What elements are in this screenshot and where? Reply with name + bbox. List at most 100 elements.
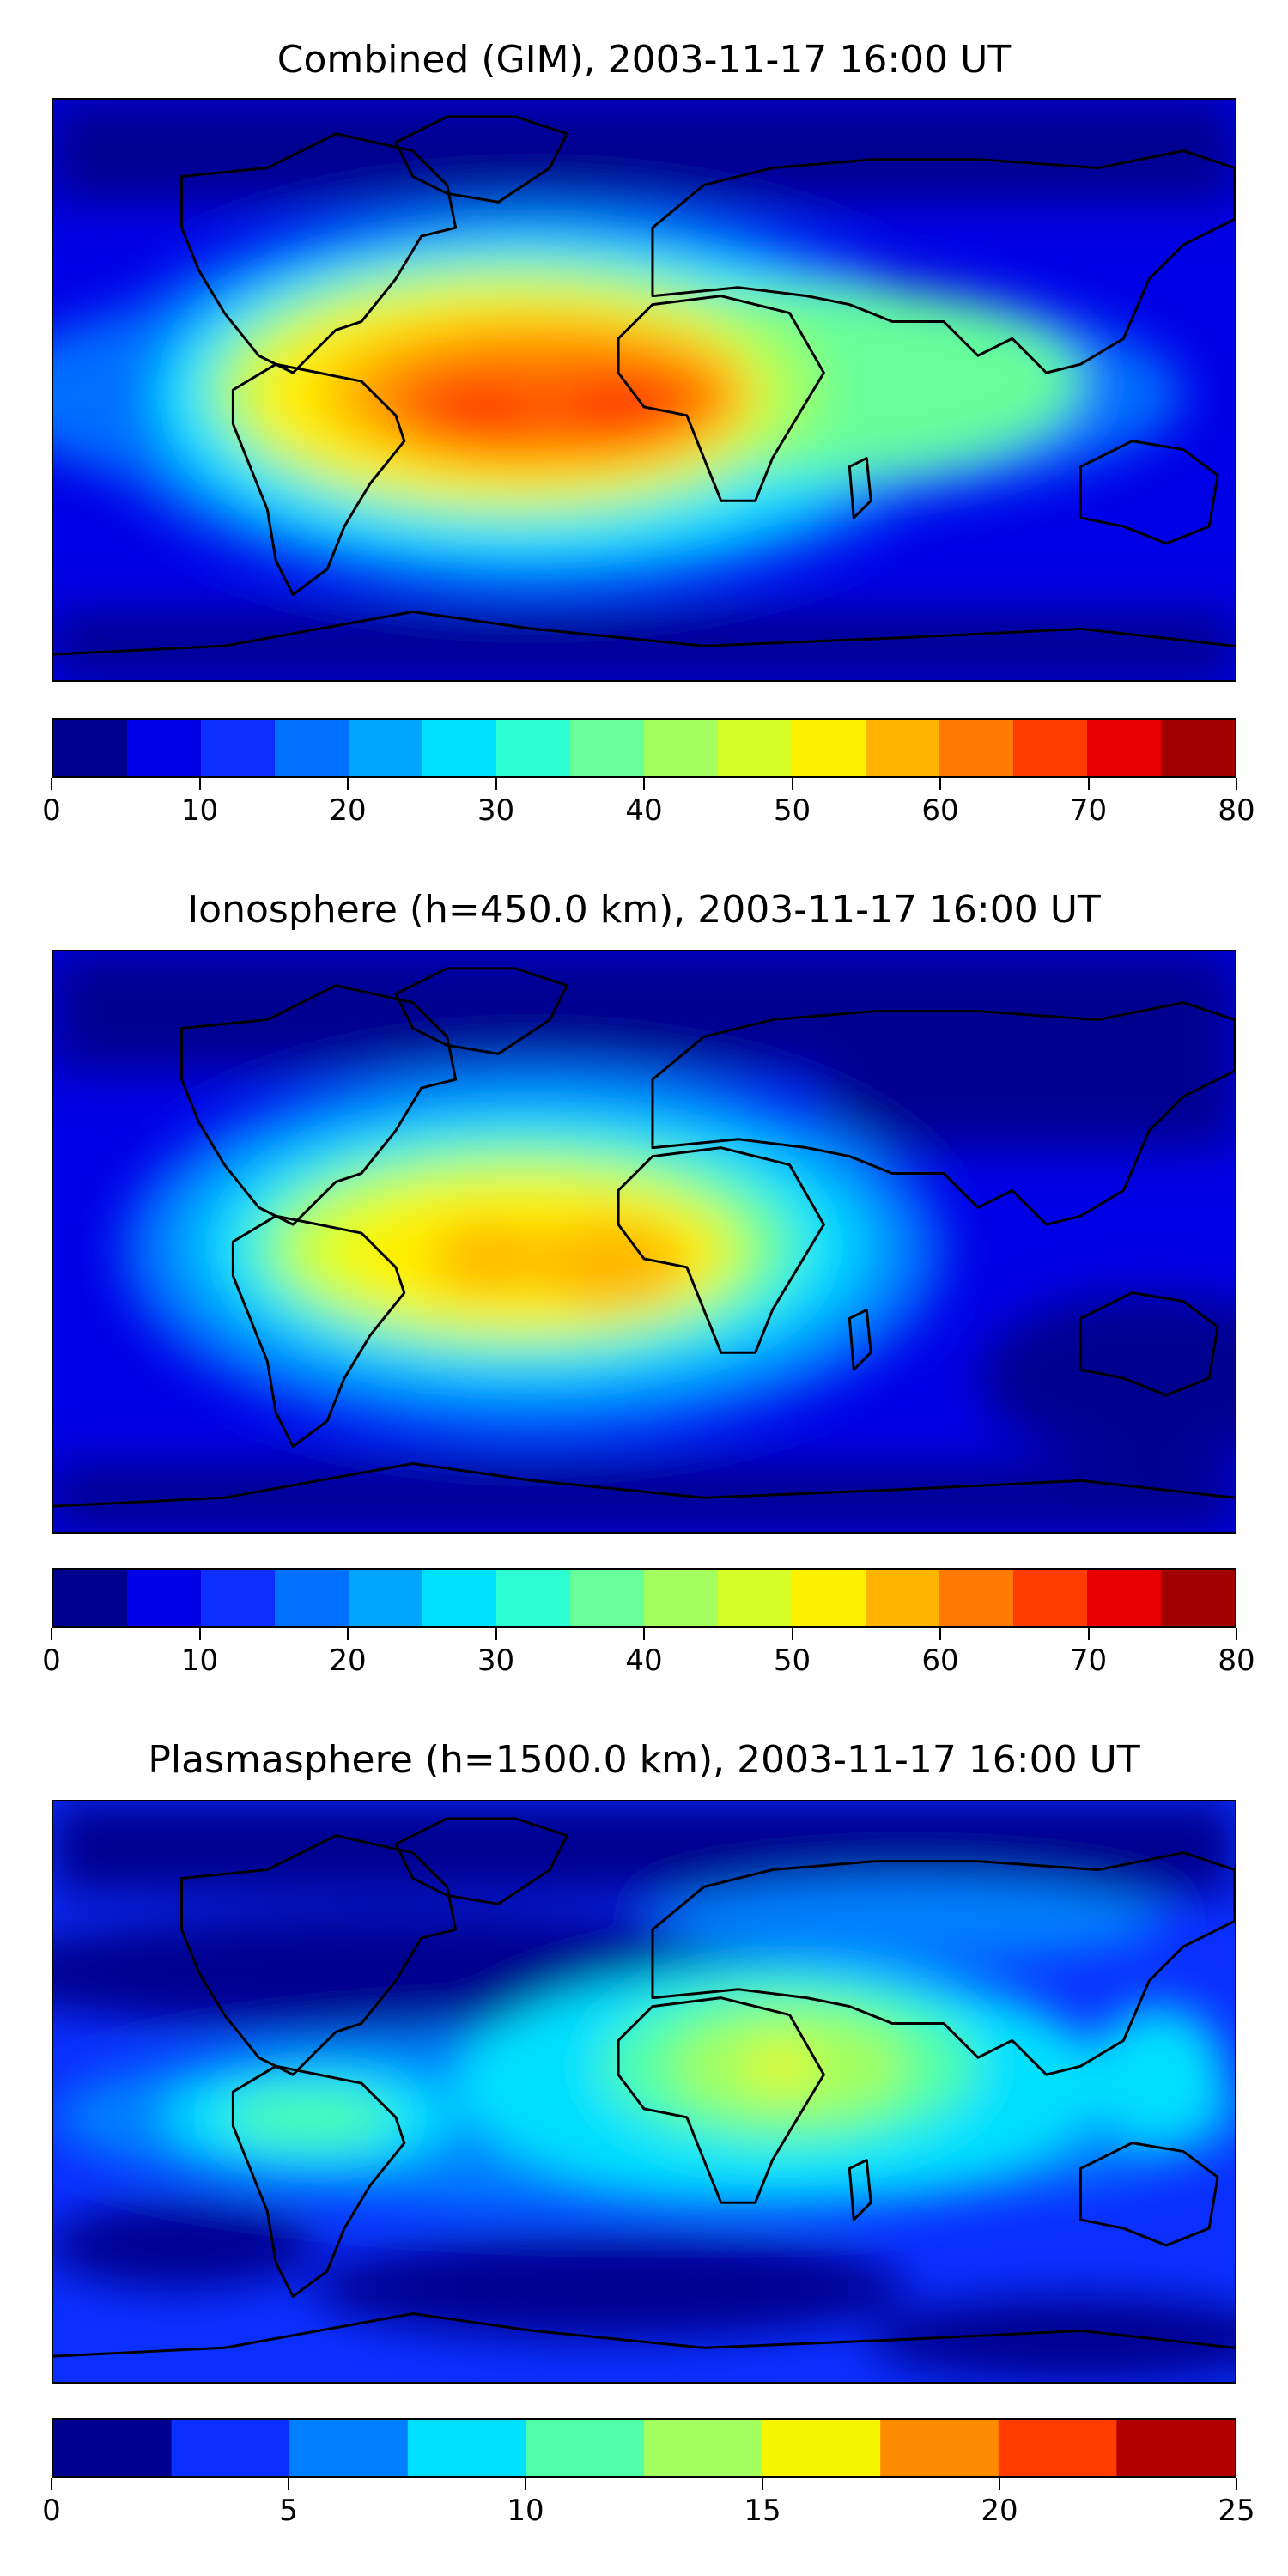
colorbar-swatch — [275, 1570, 349, 1626]
colorbar-swatch — [939, 720, 1014, 776]
colorbar-tick-mark — [643, 778, 645, 790]
tec-map — [52, 98, 1236, 682]
colorbar-swatch — [880, 2420, 999, 2476]
colorbar-tick-label: 0 — [42, 2494, 61, 2528]
colorbar-swatch — [718, 1570, 793, 1626]
colorbar-tick-mark — [495, 1628, 497, 1640]
colorbar-swatch — [349, 1570, 423, 1626]
colorbar-ticks: 0 5 10 15 20 25 — [42, 2478, 1255, 2530]
colorbar-tick-mark — [51, 778, 52, 790]
colorbar-tick-mark — [1236, 2478, 1237, 2490]
colorbar-tick-mark — [51, 1628, 52, 1640]
colorbar-swatches — [53, 1570, 1235, 1626]
colorbar-swatch — [53, 2420, 173, 2476]
colorbar-swatch — [644, 2420, 763, 2476]
colorbar-swatch — [275, 720, 349, 776]
colorbar — [52, 718, 1236, 778]
colorbar-swatch — [289, 2420, 409, 2476]
colorbar-swatch — [1013, 720, 1088, 776]
chart-title: Ionosphere (h=450.0 km), 2003-11-17 16:0… — [187, 888, 1101, 932]
colorbar-tick-label: 0 — [42, 793, 61, 828]
colorbar-tick-label: 10 — [507, 2494, 544, 2528]
colorbar-tick-label: 60 — [921, 1643, 959, 1678]
colorbar-tick-label: 30 — [477, 1643, 515, 1678]
colorbar-tick-mark — [495, 778, 497, 790]
colorbar-ticks: 0 10 20 30 40 50 60 70 80 — [42, 778, 1255, 829]
colorbar-swatches — [53, 720, 1235, 776]
colorbar-tick-label: 20 — [329, 1643, 367, 1678]
colorbar — [52, 1568, 1236, 1628]
colorbar-tick-label: 5 — [279, 2494, 298, 2528]
colorbar-swatch — [939, 1570, 1014, 1626]
colorbar-tick-label: 20 — [981, 2494, 1018, 2528]
colorbar-tick-label: 80 — [1218, 1643, 1255, 1678]
colorbar-tick-mark — [791, 1628, 793, 1640]
colorbar-swatch — [998, 2420, 1117, 2476]
coastlines — [53, 1817, 1235, 2358]
colorbar-swatches — [53, 2420, 1235, 2476]
colorbar-swatch — [53, 720, 128, 776]
colorbar-swatch — [866, 1570, 940, 1626]
colorbar-tick-label: 15 — [744, 2494, 781, 2528]
colorbar-tick-label: 40 — [625, 793, 663, 828]
colorbar-swatch — [570, 1570, 645, 1626]
colorbar-tick-label: 40 — [625, 1643, 663, 1678]
colorbar-swatch — [762, 2420, 881, 2476]
colorbar-ticks: 0 10 20 30 40 50 60 70 80 — [42, 1628, 1255, 1680]
chart-title: Combined (GIM), 2003-11-17 16:00 UT — [276, 38, 1012, 82]
colorbar-swatch — [496, 1570, 571, 1626]
colorbar-tick-mark — [762, 2478, 763, 2490]
colorbar-tick-label: 30 — [477, 793, 515, 828]
colorbar-swatch — [718, 720, 793, 776]
colorbar-swatch — [407, 2420, 526, 2476]
colorbar-swatch — [644, 720, 719, 776]
colorbar-tick-mark — [939, 778, 941, 790]
colorbar-tick-label: 70 — [1069, 793, 1108, 828]
colorbar-tick-label: 60 — [921, 793, 959, 828]
colorbar-swatch — [53, 1570, 128, 1626]
colorbar-tick-mark — [1087, 1628, 1090, 1640]
tec-map — [52, 950, 1236, 1534]
colorbar-swatch — [422, 720, 497, 776]
colorbar-swatch — [1087, 1570, 1162, 1626]
colorbar-swatch — [792, 720, 866, 776]
colorbar-swatch — [1087, 720, 1162, 776]
colorbar-swatch — [526, 2420, 645, 2476]
colorbar-tick-mark — [198, 1628, 201, 1640]
colorbar-tick-label: 25 — [1218, 2494, 1255, 2528]
colorbar-tick-mark — [1236, 778, 1237, 790]
colorbar-tick-mark — [1087, 778, 1090, 790]
colorbar-tick-label: 20 — [329, 793, 367, 828]
colorbar-tick-mark — [347, 778, 349, 790]
colorbar-tick-label: 80 — [1218, 793, 1255, 828]
colorbar-tick-mark — [51, 2478, 52, 2490]
tec-map — [52, 1800, 1236, 2384]
colorbar-tick-mark — [198, 778, 201, 790]
coastlines — [53, 115, 1235, 656]
tec-contours — [53, 951, 1235, 1532]
colorbar-swatch — [866, 720, 940, 776]
tec-contours — [53, 1801, 1235, 2382]
colorbar-swatch — [1013, 1570, 1088, 1626]
chart-title: Plasmasphere (h=1500.0 km), 2003-11-17 1… — [148, 1738, 1140, 1782]
colorbar-swatch — [496, 720, 571, 776]
colorbar-swatch — [570, 720, 645, 776]
colorbar-tick-mark — [1236, 1628, 1237, 1640]
colorbar-tick-label: 50 — [773, 1643, 811, 1678]
colorbar-tick-label: 50 — [773, 793, 811, 828]
colorbar-tick-mark — [643, 1628, 645, 1640]
colorbar-tick-label: 10 — [180, 1643, 219, 1678]
colorbar — [52, 2418, 1236, 2478]
colorbar-tick-label: 0 — [42, 1643, 61, 1678]
colorbar-tick-mark — [999, 2478, 1000, 2490]
colorbar-swatch — [644, 1570, 719, 1626]
colorbar-swatch — [1161, 720, 1235, 776]
coastlines — [53, 967, 1235, 1508]
colorbar-tick-mark — [939, 1628, 941, 1640]
colorbar-tick-mark — [525, 2478, 526, 2490]
colorbar-swatch — [1116, 2420, 1235, 2476]
colorbar-swatch — [201, 1570, 276, 1626]
colorbar-swatch — [127, 1570, 202, 1626]
colorbar-tick-mark — [791, 778, 793, 790]
colorbar-swatch — [1161, 1570, 1235, 1626]
